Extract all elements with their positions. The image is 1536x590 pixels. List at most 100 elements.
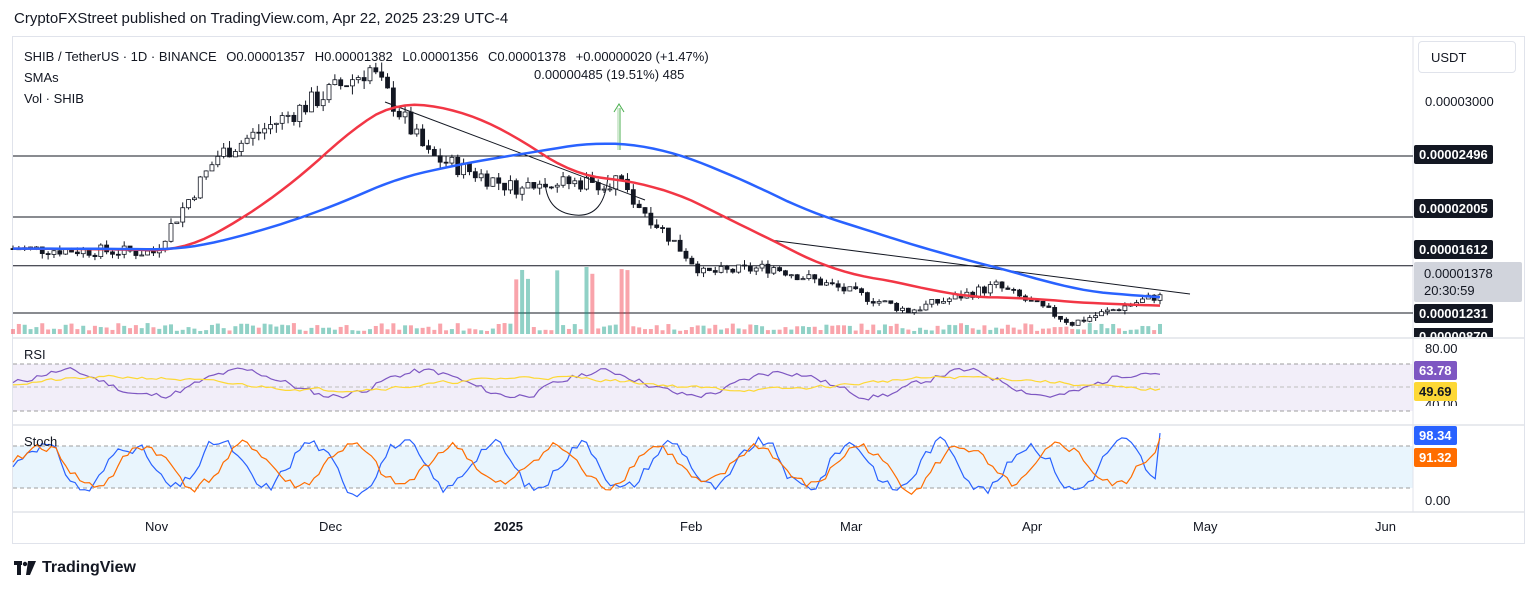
candle-body [508,180,513,191]
candle-body [186,199,191,209]
volume-bar [959,323,964,334]
volume-bar [695,325,700,334]
volume-bar [286,325,291,334]
volume-bar [1035,330,1040,334]
volume-bar [98,327,103,334]
candle-body [537,183,543,189]
candle-body [268,124,273,130]
candle-body [548,186,554,189]
candle-body [98,244,104,257]
volume-bar [607,325,612,334]
volume-bar [578,329,583,334]
volume-bar [812,326,817,334]
symbol-label[interactable]: SHIB / TetherUS · 1D · BINANCE [24,49,217,64]
candle-body [853,286,859,290]
candle-body [864,292,870,302]
candle-body [718,266,724,273]
volume-bar [1076,329,1081,334]
candle-body [911,309,917,313]
candle-body [683,250,689,259]
candle-body [449,156,455,164]
price-axis-label: 0.00003000 [1425,94,1494,109]
currency-button[interactable]: USDT [1418,41,1516,73]
candle-body [74,251,80,255]
candle-body [519,187,525,195]
volume-bar [730,323,735,334]
volume-label[interactable]: Vol · SHIB [24,91,84,106]
rsi-axis-40: 40.00 [1425,398,1458,406]
candle-body [777,267,783,272]
volume-bar [631,326,636,334]
volume-bar [46,329,51,334]
candle-body [572,180,578,185]
candle-body [531,182,537,189]
candle-body [227,147,232,158]
volume-bar [543,329,548,334]
candle-body [1046,305,1052,308]
candle-body [1116,309,1122,312]
candle-body [1099,311,1104,317]
chart-header: SHIB / TetherUS · 1D · BINANCE O0.000013… [24,46,715,109]
volume-bar [69,323,74,334]
volume-bars [11,266,1162,334]
volume-bar [455,323,460,334]
candle-body [1011,289,1017,291]
candle-body [1104,309,1110,313]
candle-body [215,156,221,166]
candle-body [935,299,941,304]
volume-bar [672,329,677,334]
volume-bar [906,329,911,334]
candle-body [303,104,309,113]
volume-bar [157,328,162,334]
volume-bar [660,330,665,334]
volume-bar [34,327,39,334]
smas-label[interactable]: SMAs [24,70,59,85]
volume-bar [379,323,384,334]
volume-bar [1005,324,1010,334]
candle-body [350,79,355,87]
candle-body [759,263,765,269]
volume-bar [625,270,630,334]
volume-bar [1058,327,1063,334]
candle-body [262,128,268,134]
x-label-mar: Mar [840,519,863,534]
volume-bar [274,326,279,334]
candle-body [45,253,51,255]
stoch-d-line [12,437,1161,495]
volume-bar [771,329,776,334]
volume-bar [754,324,759,334]
volume-bar [122,325,127,334]
volume-bar [344,325,349,334]
candle-body [1093,315,1099,319]
stoch-label[interactable]: Stoch [24,434,58,449]
rsi-label[interactable]: RSI [24,347,46,362]
candle-body [192,197,197,201]
volume-bar [689,327,694,334]
volume-bar [613,324,618,334]
tradingview-logo[interactable]: TradingView [14,559,136,577]
candle-body [783,270,788,276]
candle-body [636,203,642,208]
volume-bar [777,329,782,334]
volume-bar [1140,325,1145,334]
volume-bar [426,326,431,334]
volume-bar [1111,324,1116,334]
candle-body [917,309,923,312]
volume-bar [976,329,981,334]
candle-body [51,250,57,255]
close-value: C0.00001378 [487,49,567,64]
rsi-value-tag: 63.78 [1414,361,1457,380]
candle-body [256,131,262,134]
candle-body [162,240,168,249]
candle-body [472,171,478,179]
volume-bar [935,325,940,334]
candle-body [437,155,443,163]
brand-name: TradingView [42,559,136,576]
candle-body [209,164,215,172]
volume-bar [280,324,285,334]
candle-body [309,91,314,113]
sma-red-line [13,103,1161,307]
candle-body [285,114,291,117]
candle-body [320,99,326,107]
